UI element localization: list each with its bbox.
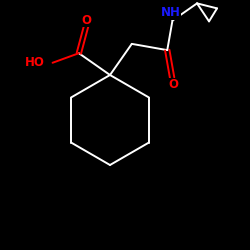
Text: NH: NH: [160, 6, 180, 19]
Text: HO: HO: [25, 56, 44, 69]
Text: O: O: [168, 78, 178, 91]
Text: O: O: [81, 14, 91, 27]
